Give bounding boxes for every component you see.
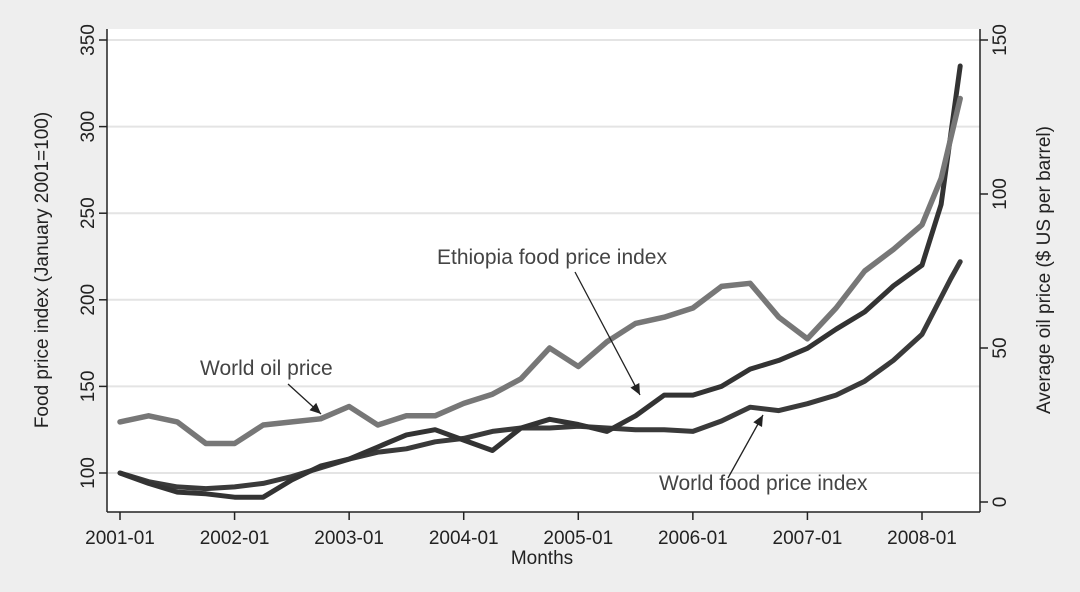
right-tick-label-0: 0 [990,497,1011,508]
x-axis-title: Months [511,548,573,569]
ethiopia-food-price-arrowhead [630,382,640,395]
x-tick-label-6: 2007-01 [773,528,843,549]
x-tick-label-2: 2003-01 [314,528,384,549]
x-tick-label-5: 2006-01 [658,528,728,549]
world-food-price-arrow [727,414,764,479]
x-tick-label-3: 2004-01 [429,528,499,549]
right-y-axis-title: Average oil price ($ US per barrel) [1034,126,1055,414]
left-tick-label-1: 150 [78,371,99,403]
x-tick-label-4: 2005-01 [543,528,613,549]
axes: 100 150 200 250 300 350 0 50 100 150 2001-01 2002-0… [78,24,1011,549]
right-tick-label-2: 100 [990,178,1011,210]
left-y-axis-title: Food price index (January 2001=100) [32,112,53,428]
ethiopia-food-price-arrow [574,271,641,396]
left-tick-label-0: 100 [78,457,99,489]
left-tick-label-2: 200 [78,284,99,316]
right-tick-label-3: 150 [990,24,1011,56]
ethiopia-food-price-annotation: Ethiopia food price index [437,246,667,269]
world-oil-price-annotation: World oil price [200,357,333,380]
series-lines [117,63,963,500]
gridlines [107,39,980,474]
x-tick-label-1: 2002-01 [200,528,270,549]
world-food-price-annotation: World food price index [659,472,868,495]
annotations: World oil price Ethiopia food price inde… [200,246,868,495]
world-food-price-arrowhead [753,415,763,428]
left-tick-label-4: 300 [78,111,99,143]
left-tick-label-3: 250 [78,197,99,229]
x-tick-label-7: 2008-01 [887,528,957,549]
right-tick-label-1: 50 [990,337,1011,358]
left-tick-label-5: 350 [78,24,99,56]
x-tick-label-0: 2001-01 [85,528,155,549]
world-oil-price-arrowhead [309,402,321,414]
